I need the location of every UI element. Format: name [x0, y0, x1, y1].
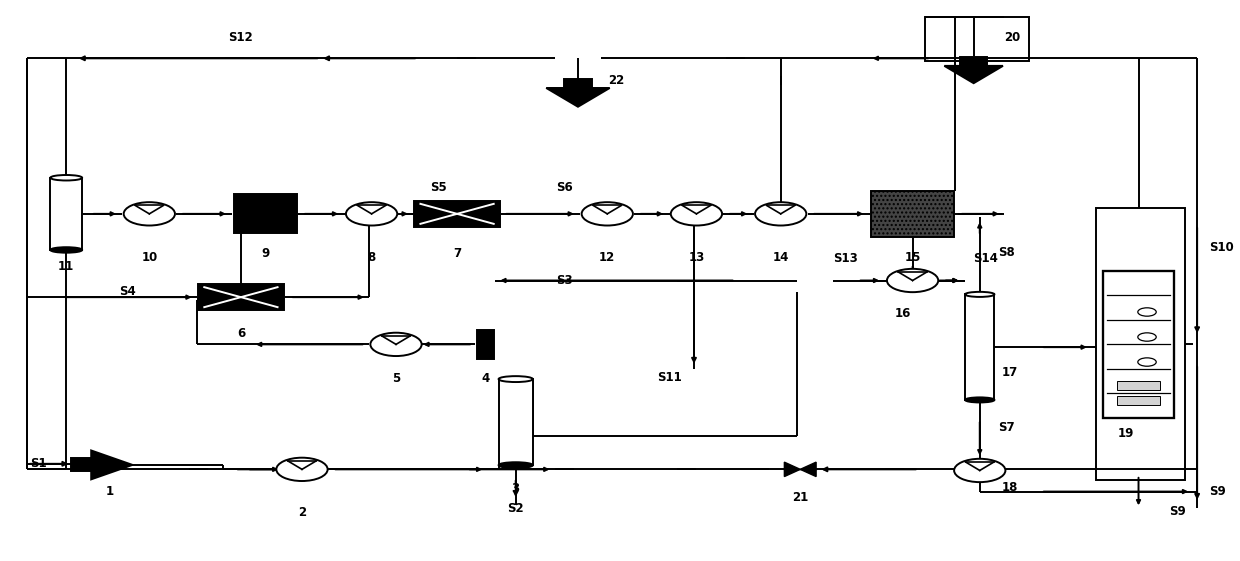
Bar	[414, 201, 500, 227]
Bar	[961, 57, 987, 66]
Bar	[870, 191, 954, 237]
Text: S2: S2	[507, 502, 525, 515]
Bar	[476, 330, 494, 359]
Bar	[1104, 271, 1174, 418]
Text: S14: S14	[973, 252, 998, 265]
Text: 17: 17	[1002, 366, 1018, 379]
Bar	[71, 458, 92, 471]
Text: 5: 5	[392, 373, 401, 385]
Text: 21: 21	[792, 491, 808, 504]
Circle shape	[371, 333, 422, 356]
Text: S8: S8	[998, 246, 1014, 259]
Bar	[233, 195, 298, 233]
Circle shape	[954, 459, 1006, 482]
Text: S12: S12	[228, 31, 253, 44]
Text: 9: 9	[262, 247, 269, 260]
Bar	[1096, 208, 1185, 480]
Text: 14: 14	[773, 251, 789, 264]
Circle shape	[582, 202, 632, 226]
Ellipse shape	[965, 397, 994, 402]
Text: S13: S13	[833, 252, 858, 265]
Text: 6: 6	[237, 327, 246, 340]
Ellipse shape	[965, 292, 994, 297]
Polygon shape	[800, 462, 816, 477]
Text: 15: 15	[904, 251, 921, 264]
Circle shape	[277, 458, 327, 481]
Polygon shape	[945, 66, 1003, 83]
Text: S6: S6	[557, 181, 573, 194]
Text: 19: 19	[1118, 427, 1135, 440]
Text: S5: S5	[430, 181, 448, 194]
Bar	[498, 379, 533, 465]
Text: S9: S9	[1209, 485, 1226, 498]
Bar	[1117, 396, 1159, 404]
Polygon shape	[547, 88, 610, 107]
Text: 3: 3	[512, 482, 520, 495]
Text: S4: S4	[119, 285, 135, 298]
Text: 16: 16	[894, 307, 911, 320]
Text: 18: 18	[1002, 481, 1018, 494]
Circle shape	[346, 202, 397, 226]
Text: S1: S1	[30, 457, 46, 470]
Text: 10: 10	[141, 251, 157, 264]
Bar	[198, 284, 284, 310]
Ellipse shape	[51, 175, 82, 181]
Text: 4: 4	[481, 373, 490, 385]
Circle shape	[671, 202, 722, 226]
Text: S11: S11	[657, 371, 682, 384]
Circle shape	[755, 202, 806, 226]
Text: 7: 7	[453, 247, 461, 260]
Ellipse shape	[51, 247, 82, 252]
Text: S10: S10	[1209, 241, 1234, 254]
Polygon shape	[785, 462, 800, 477]
Text: 1: 1	[107, 485, 114, 498]
Circle shape	[124, 202, 175, 226]
Text: 20: 20	[1004, 31, 1021, 44]
Text: 8: 8	[367, 251, 376, 264]
Text: 22: 22	[609, 74, 625, 87]
Text: 11: 11	[58, 260, 74, 273]
Bar	[1117, 381, 1159, 390]
Bar	[51, 178, 82, 250]
Bar	[965, 295, 994, 400]
Text: S3: S3	[557, 274, 573, 287]
Ellipse shape	[498, 462, 533, 468]
Polygon shape	[92, 450, 133, 479]
Text: S9: S9	[1169, 504, 1185, 517]
Bar	[925, 17, 1029, 61]
Bar	[564, 79, 593, 88]
Ellipse shape	[498, 376, 533, 382]
Text: 12: 12	[599, 251, 615, 264]
Text: S7: S7	[998, 421, 1014, 434]
Text: 2: 2	[298, 506, 306, 519]
Circle shape	[887, 269, 939, 292]
Text: 13: 13	[688, 251, 704, 264]
